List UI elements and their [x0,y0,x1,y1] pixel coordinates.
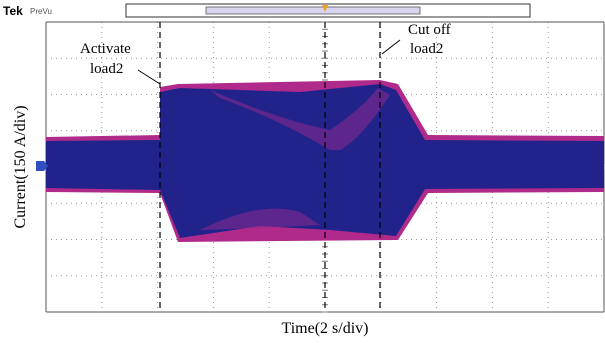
annotation-line: Cut off [408,22,451,38]
record-window [206,7,420,14]
brand: Tek [3,4,23,18]
mode: PreVu [30,7,52,16]
annotation-line: load2 [410,41,443,57]
scope-screen: Tek PreVu Activate load2 Cut off load2 C… [0,0,605,343]
annotation-line: load2 [90,61,123,77]
page: Tek PreVu Activate load2 Cut off load2 C… [0,0,605,343]
y-axis-label: Current(150 A/div) [12,105,29,228]
annotation-line: Activate [80,41,131,57]
x-axis-label: Time(2 s/div) [282,320,369,337]
